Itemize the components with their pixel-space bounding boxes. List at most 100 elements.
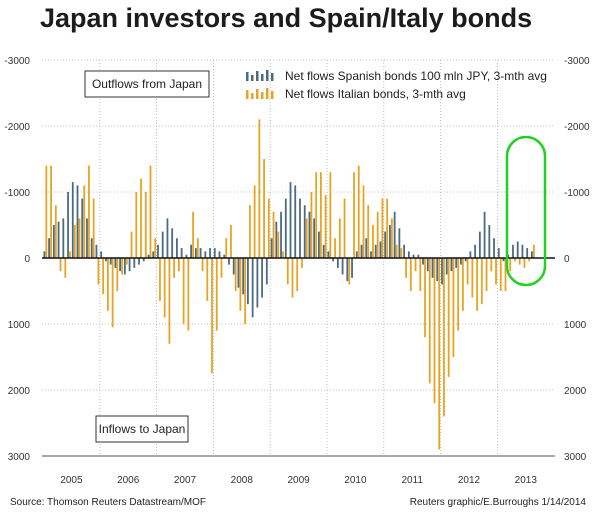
bar-italian-bonds (192, 211, 194, 258)
legend-swatch-bar (271, 73, 274, 81)
bar-spanish-bonds (483, 211, 486, 258)
annotation-inflows: Inflows to Japan (95, 415, 189, 443)
bar-spanish-bonds (488, 225, 491, 258)
legend-swatch-bar (266, 88, 269, 99)
bar-spanish-bonds (497, 248, 500, 258)
y-tick-label-right: -3000 (564, 56, 590, 67)
bar-italian-bonds (69, 251, 71, 258)
bar-italian-bonds (471, 258, 474, 298)
source-note: Source: Thomson Reuters Datastream/MOF (10, 497, 206, 508)
bar-spanish-bonds (237, 258, 240, 288)
bar-spanish-bonds (346, 258, 349, 282)
credit-note: Reuters graphic/E.Burroughs 1/14/2014 (409, 497, 586, 508)
legend-swatch-bar (246, 72, 249, 81)
legend-swatch-bar (251, 93, 254, 99)
bar-italian-bonds (305, 218, 308, 258)
y-tick-label-left: -3000 (4, 56, 30, 67)
bar-italian-bonds (315, 172, 318, 258)
annotation-outflows: Outflows from Japan (84, 70, 210, 98)
bar-italian-bonds (452, 258, 455, 357)
bar-italian-bonds (168, 258, 171, 344)
bar-italian-bonds (405, 258, 407, 278)
bar-italian-bonds (196, 238, 199, 258)
bar-italian-bonds (509, 258, 512, 272)
bar-spanish-bonds (374, 244, 377, 258)
bar-spanish-bonds (341, 258, 344, 275)
bar-spanish-bonds (128, 258, 131, 272)
bar-italian-bonds (88, 165, 90, 258)
highlight-ellipse (505, 135, 547, 287)
bar-italian-bonds (343, 198, 346, 258)
bar-spanish-bonds (209, 248, 211, 258)
bar-spanish-bonds (194, 248, 197, 258)
y-tick-label-left: -1000 (4, 188, 30, 199)
bar-italian-bonds (234, 258, 237, 291)
bar-spanish-bonds (531, 251, 533, 258)
legend-swatch-bar (266, 70, 269, 81)
bar-spanish-bonds (256, 258, 259, 308)
x-tick-label: 2010 (344, 475, 367, 486)
bar-italian-bonds (457, 258, 460, 331)
bar-spanish-bonds (393, 211, 396, 258)
bar-spanish-bonds (204, 251, 207, 258)
bar-italian-bonds (376, 211, 379, 258)
bar-spanish-bonds (299, 198, 301, 258)
bar-italian-bonds (201, 258, 204, 272)
bar-spanish-bonds (460, 258, 462, 265)
bar-spanish-bonds (512, 244, 514, 258)
bar-spanish-bonds (280, 211, 282, 258)
bar-italian-bonds (215, 258, 218, 331)
bar-italian-bonds (480, 258, 483, 305)
bar-italian-bonds (414, 258, 417, 272)
bar-spanish-bonds (119, 258, 122, 272)
legend: Net flows Spanish bonds 100 mln JPY, 3-m… (246, 69, 547, 101)
bar-italian-bonds (514, 258, 516, 262)
bar-italian-bonds (253, 185, 256, 258)
bar-italian-bonds (286, 258, 289, 285)
bar-italian-bonds (182, 258, 185, 324)
y-tick-label-right: 1000 (564, 320, 587, 331)
bar-spanish-bonds (213, 248, 216, 258)
bar-italian-bonds (334, 238, 336, 258)
bar-italian-bonds (518, 258, 521, 265)
bar-spanish-bonds (403, 244, 406, 258)
bar-spanish-bonds (294, 185, 297, 258)
bar-spanish-bonds (166, 218, 169, 258)
x-tick-label: 2006 (117, 475, 140, 486)
bar-italian-bonds (102, 258, 105, 295)
bar-spanish-bonds (62, 218, 65, 258)
bar-italian-bonds (443, 258, 445, 417)
bar-spanish-bonds (431, 258, 434, 278)
bar-spanish-bonds (493, 238, 495, 258)
bar-spanish-bonds (436, 258, 439, 282)
bar-italian-bonds (348, 258, 351, 285)
bar-italian-bonds (433, 258, 436, 404)
bar-spanish-bonds (478, 231, 481, 258)
bar-italian-bonds (149, 165, 152, 258)
y-tick-label-right: 3000 (564, 452, 587, 463)
bar-italian-bonds (310, 192, 313, 258)
bar-spanish-bonds (474, 244, 477, 258)
bar-spanish-bonds (109, 258, 112, 265)
bar-spanish-bonds (308, 211, 311, 258)
page-title: Japan investors and Spain/Italy bonds (40, 3, 533, 33)
bar-italian-bonds (438, 258, 441, 450)
bar-italian-bonds (154, 238, 157, 258)
bar-italian-bonds (121, 258, 123, 275)
legend-swatch-bar (271, 91, 274, 99)
bar-italian-bonds (372, 225, 374, 258)
bar-italian-bonds (504, 258, 507, 291)
bar-spanish-bonds (251, 258, 254, 318)
bar-spanish-bonds (332, 258, 335, 262)
bar-spanish-bonds (242, 258, 245, 295)
bar-spanish-bonds (313, 218, 316, 258)
bar-spanish-bonds (52, 225, 55, 258)
bar-italian-bonds (130, 231, 133, 258)
bar-spanish-bonds (199, 248, 202, 258)
bar-italian-bonds (50, 165, 52, 258)
bar-spanish-bonds (351, 258, 353, 278)
bar-italian-bonds (447, 258, 450, 377)
bar-spanish-bonds (218, 251, 221, 258)
bar-italian-bonds (59, 258, 62, 272)
y-tick-label-right: 0 (564, 254, 570, 265)
